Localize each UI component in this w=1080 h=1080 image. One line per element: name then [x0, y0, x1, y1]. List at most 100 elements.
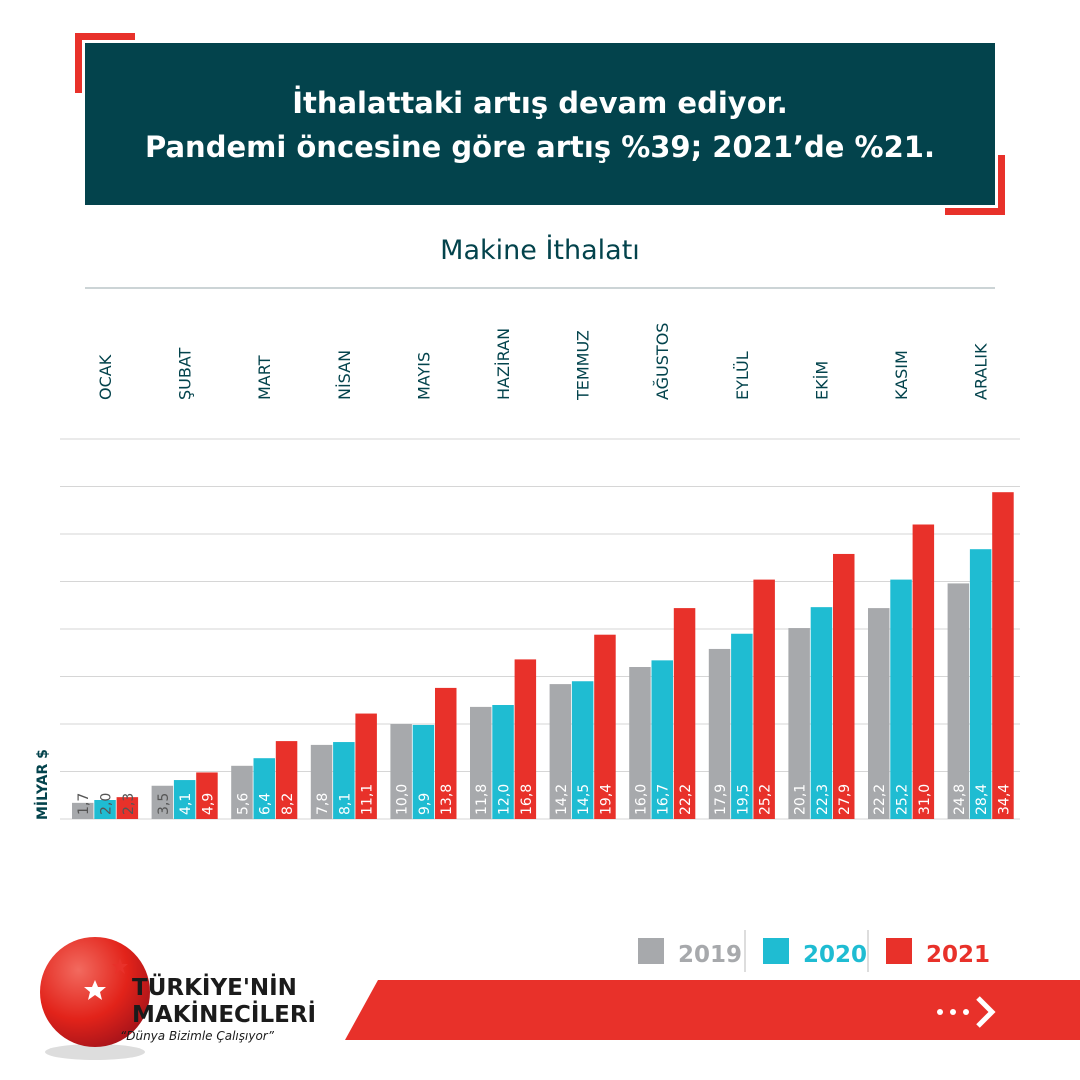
brand-name: TÜRKİYE'NİN	[132, 973, 297, 1001]
value-label: 8,1	[337, 793, 353, 815]
value-label: 8,2	[280, 793, 296, 815]
bar	[355, 713, 377, 819]
x-tick-label: AĞUSTOS	[653, 323, 672, 400]
x-tick-label: NİSAN	[335, 350, 354, 400]
bar	[594, 634, 616, 819]
value-label: 10,0	[395, 784, 411, 815]
value-label: 14,2	[554, 784, 570, 815]
bar	[788, 628, 810, 819]
bar	[890, 579, 912, 819]
value-label: 17,9	[713, 784, 729, 815]
bar	[196, 772, 218, 819]
value-label: 12,0	[496, 784, 512, 815]
value-label: 20,1	[793, 784, 809, 815]
value-label: 25,2	[894, 784, 910, 815]
bar	[231, 765, 253, 819]
value-label: 19,5	[735, 784, 751, 815]
x-tick-label: ARALIK	[972, 343, 991, 400]
bar	[571, 681, 594, 819]
value-label: 11,8	[474, 784, 490, 815]
x-tick-label: KASIM	[892, 350, 911, 400]
value-label: 22,3	[815, 784, 831, 815]
bar	[412, 724, 435, 819]
value-label: 16,7	[656, 784, 672, 815]
bar	[72, 802, 94, 819]
x-tick-label: ŞUBAT	[176, 347, 195, 400]
bar	[753, 579, 775, 819]
bar	[969, 549, 992, 819]
footer-band	[345, 980, 1080, 1040]
value-label: 19,4	[598, 784, 614, 815]
bar	[390, 724, 412, 819]
bar	[173, 780, 196, 819]
x-tick-label: EYLÜL	[733, 351, 752, 400]
bar	[253, 758, 275, 819]
x-tick-label: OCAK	[96, 354, 115, 400]
value-label: 9,9	[417, 793, 433, 815]
bar	[333, 742, 355, 819]
bar	[151, 785, 174, 819]
y-axis-label: MİLYAR $	[34, 749, 51, 820]
arrow-chevron	[976, 996, 996, 1028]
value-label: 13,8	[439, 784, 455, 815]
arrow-dot	[937, 1009, 943, 1015]
x-tick-label: TEMMUZ	[574, 330, 593, 401]
chart-title: Makine İthalatı	[440, 234, 640, 266]
bar	[275, 741, 298, 819]
bar	[810, 607, 833, 819]
legend-label: 2019	[678, 942, 742, 968]
value-label: 24,8	[952, 784, 968, 815]
brand-slogan: “Dünya Bizimle Çalışıyor”	[120, 1029, 275, 1043]
bar	[992, 492, 1014, 819]
header-line: Pandemi öncesine göre artış %39; 2021’de…	[145, 130, 935, 164]
arrow-dot	[950, 1009, 956, 1015]
corner-accent	[75, 33, 135, 93]
value-label: 4,9	[200, 793, 216, 815]
bar	[116, 797, 139, 819]
x-tick-label: MART	[255, 355, 274, 400]
legend-label: 2021	[926, 942, 990, 968]
x-tick-label: MAYIS	[414, 352, 433, 400]
logo-star	[84, 980, 106, 1000]
bar	[651, 660, 673, 819]
value-label: 7,8	[315, 793, 331, 815]
bar	[673, 608, 696, 819]
legend-swatch	[763, 938, 789, 964]
value-label: 31,0	[917, 784, 933, 815]
value-label: 3,5	[156, 793, 172, 815]
corner-accent	[945, 155, 1005, 215]
value-label: 1,7	[76, 793, 92, 815]
bar	[94, 800, 116, 819]
value-label: 22,2	[872, 784, 888, 815]
value-label: 27,9	[837, 784, 853, 815]
header-box	[85, 43, 995, 205]
value-label: 25,2	[758, 784, 774, 815]
value-label: 11,1	[360, 784, 376, 815]
legend-swatch	[886, 938, 912, 964]
value-label: 4,1	[178, 793, 194, 815]
x-tick-label: EKİM	[812, 361, 831, 400]
bar	[912, 524, 935, 819]
legend-swatch	[638, 938, 664, 964]
header-line: İthalattaki artış devam ediyor.	[292, 86, 788, 120]
bar	[868, 608, 890, 819]
bar	[514, 659, 537, 819]
brand-name: MAKİNECİLERİ	[132, 1000, 316, 1028]
value-label: 16,8	[519, 784, 535, 815]
legend-label: 2020	[803, 942, 867, 968]
logo-star	[112, 958, 128, 974]
bar	[310, 744, 333, 819]
x-tick-label: HAZİRAN	[494, 328, 513, 400]
value-label: 5,6	[235, 793, 251, 815]
value-label: 14,5	[576, 784, 592, 815]
value-label: 2,0	[98, 793, 114, 815]
bar	[629, 667, 651, 819]
bar	[470, 706, 492, 819]
value-label: 34,4	[996, 784, 1012, 815]
arrow-dot	[963, 1009, 969, 1015]
bar	[549, 684, 572, 819]
value-label: 22,2	[678, 784, 694, 815]
value-label: 16,0	[633, 784, 649, 815]
